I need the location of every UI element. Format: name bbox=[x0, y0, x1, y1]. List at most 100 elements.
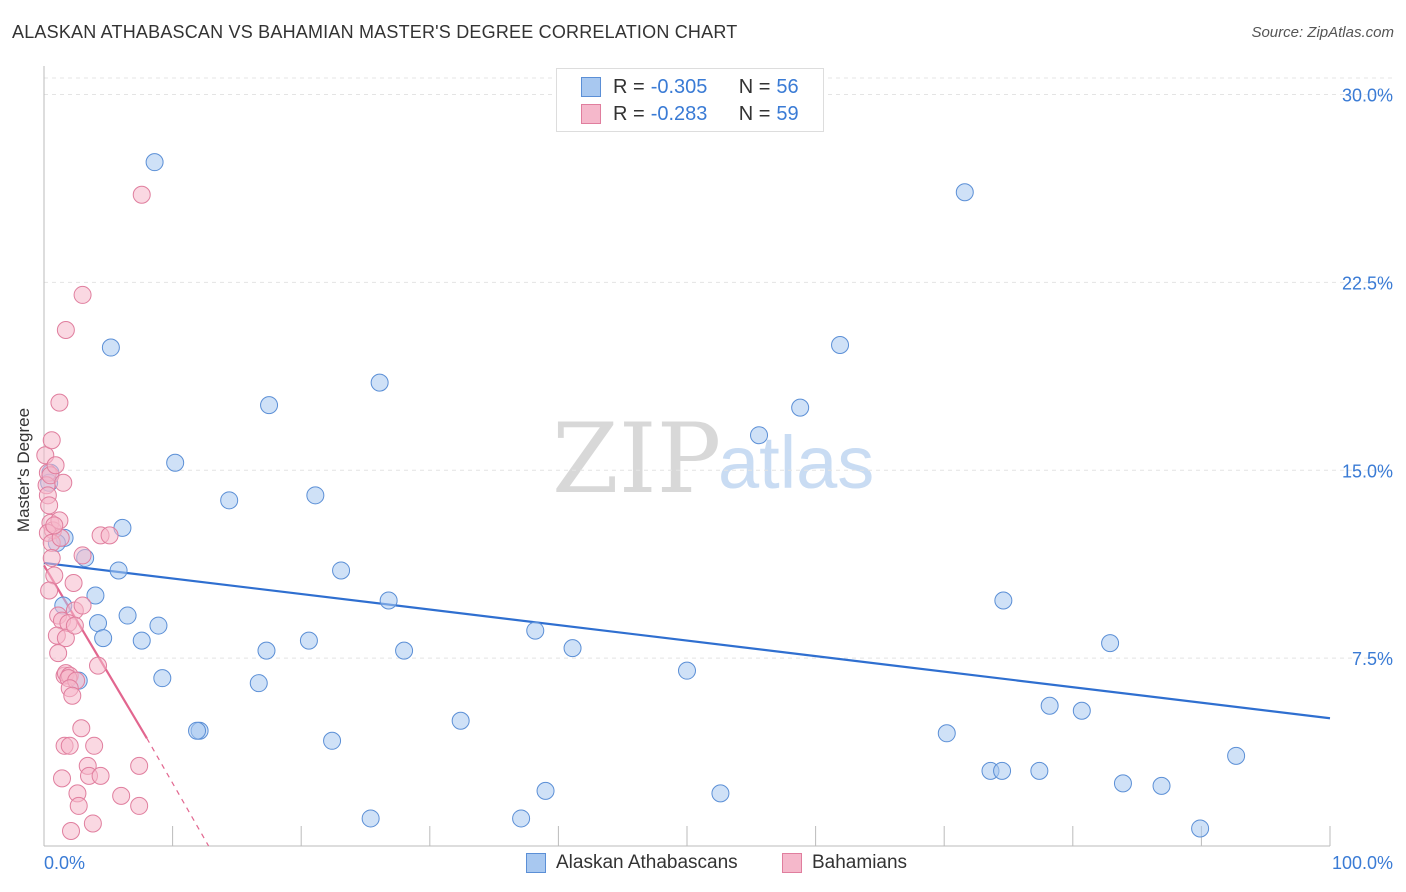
chart-title: ALASKAN ATHABASCAN VS BAHAMIAN MASTER'S … bbox=[12, 22, 738, 42]
athabascan-point bbox=[994, 591, 1013, 610]
athabascan-point bbox=[153, 669, 172, 688]
athabascan-point bbox=[937, 724, 956, 743]
watermark: ZIP atlas bbox=[552, 403, 874, 515]
athabascan-trend-line bbox=[43, 561, 1331, 720]
bahamian-point bbox=[72, 719, 91, 738]
athabascan-point bbox=[1030, 761, 1049, 780]
athabascan-point bbox=[1191, 819, 1210, 838]
athabascan-point bbox=[1113, 774, 1132, 793]
x-tick-label: 100.0% bbox=[1332, 853, 1393, 873]
legend-r-label: R = bbox=[613, 75, 645, 98]
athabascan-point bbox=[323, 731, 342, 750]
bahamian-point bbox=[69, 796, 88, 815]
series-swatch-athabascans bbox=[526, 853, 546, 873]
bahamian-point bbox=[73, 596, 92, 615]
x-tick-labels: 0.0% 100.0% bbox=[44, 853, 1393, 873]
athabascan-point bbox=[132, 631, 151, 650]
bahamian-point bbox=[91, 766, 110, 785]
legend-r-value: -0.305 bbox=[650, 75, 708, 98]
bahamian-point bbox=[40, 581, 59, 600]
athabascan-point bbox=[750, 426, 769, 445]
grid-lines bbox=[44, 77, 1392, 659]
bahamian-point bbox=[64, 573, 83, 592]
bahamian-point bbox=[45, 516, 64, 535]
athabascan-point bbox=[1227, 746, 1246, 765]
bahamian-point bbox=[49, 644, 68, 663]
athabascan-point bbox=[149, 616, 168, 635]
athabascan-point bbox=[1152, 776, 1171, 795]
bahamian-point bbox=[53, 769, 72, 788]
trend-lines bbox=[43, 561, 1331, 847]
bahamian-point bbox=[63, 686, 82, 705]
legend-r-value: -0.283 bbox=[650, 102, 708, 125]
athabascan-point bbox=[379, 591, 398, 610]
bahamian-point bbox=[60, 736, 79, 755]
y-tick-label: 22.5% bbox=[1342, 273, 1393, 293]
bahamian-point bbox=[56, 321, 75, 339]
bahamian-point bbox=[89, 656, 108, 675]
bahamian-point bbox=[45, 566, 64, 585]
bahamian-point bbox=[46, 456, 65, 475]
series-swatch-bahamians bbox=[782, 853, 802, 873]
bahamian-point bbox=[40, 496, 59, 515]
bahamian-trend-line bbox=[43, 564, 148, 739]
bahamian-point bbox=[130, 796, 149, 815]
athabascan-point bbox=[512, 809, 531, 828]
athabascan-point bbox=[711, 784, 730, 803]
athabascan-point bbox=[1072, 701, 1091, 720]
athabascan-point bbox=[299, 631, 318, 650]
series-label-athabascans: Alaskan Athabascans bbox=[556, 852, 738, 873]
athabascan-point bbox=[109, 561, 128, 580]
athabascan-point bbox=[260, 396, 279, 415]
athabascan-point bbox=[145, 153, 164, 172]
athabascan-point bbox=[361, 809, 380, 828]
bahamian-point bbox=[73, 285, 92, 304]
bahamian-point bbox=[62, 821, 81, 840]
legend-swatch-athabascan bbox=[581, 77, 601, 97]
watermark-zip: ZIP bbox=[552, 403, 721, 515]
athabascan-point bbox=[955, 183, 974, 202]
athabascan-point bbox=[94, 629, 113, 648]
legend-row-bahamian: R = -0.283 N = 59 bbox=[581, 101, 799, 127]
bahamian-point bbox=[130, 756, 149, 775]
watermark-atlas: atlas bbox=[718, 421, 874, 504]
legend-n-label: N = bbox=[738, 75, 771, 98]
bahamian-point bbox=[65, 616, 84, 635]
athabascan-point bbox=[332, 561, 351, 580]
y-tick-label: 30.0% bbox=[1342, 86, 1393, 106]
athabascan-point bbox=[1040, 696, 1059, 715]
athabascan-point bbox=[166, 453, 185, 472]
bahamian-point bbox=[132, 185, 151, 204]
bahamian-point bbox=[73, 546, 92, 565]
athabascan-point bbox=[249, 674, 268, 693]
legend-swatch-bahamian bbox=[581, 104, 601, 124]
athabascan-point bbox=[257, 641, 276, 660]
athabascan-point bbox=[220, 491, 239, 510]
bahamian-point bbox=[83, 814, 102, 833]
athabascan-point bbox=[118, 606, 137, 625]
bahamian-point bbox=[54, 473, 73, 492]
athabascan-point bbox=[370, 373, 389, 392]
athabascan-point bbox=[791, 398, 810, 417]
bahamian-point bbox=[50, 393, 69, 412]
athabascan-point bbox=[101, 338, 120, 357]
athabascan-point bbox=[993, 761, 1012, 780]
legend-row-athabascan: R = -0.305 N = 56 bbox=[581, 74, 799, 100]
bahamian-point bbox=[42, 431, 61, 450]
bahamian-point bbox=[100, 526, 119, 545]
legend-n-value: 59 bbox=[776, 102, 799, 125]
y-tick-labels: 7.5% 15.0% 22.5% 30.0% bbox=[1342, 86, 1393, 670]
data-points bbox=[36, 153, 1246, 840]
athabascan-point bbox=[563, 639, 582, 658]
bahamian-point bbox=[85, 736, 104, 755]
bahamian-trend-extension bbox=[146, 737, 210, 847]
athabascan-point bbox=[86, 586, 105, 605]
series-legend-athabascans: Alaskan Athabascans bbox=[526, 852, 738, 874]
bahamian-point bbox=[42, 548, 61, 567]
athabascan-point bbox=[526, 621, 545, 640]
athabascan-point bbox=[536, 781, 555, 800]
bahamian-point bbox=[112, 786, 131, 805]
athabascan-point bbox=[89, 614, 108, 633]
athabascan-point bbox=[451, 711, 470, 730]
